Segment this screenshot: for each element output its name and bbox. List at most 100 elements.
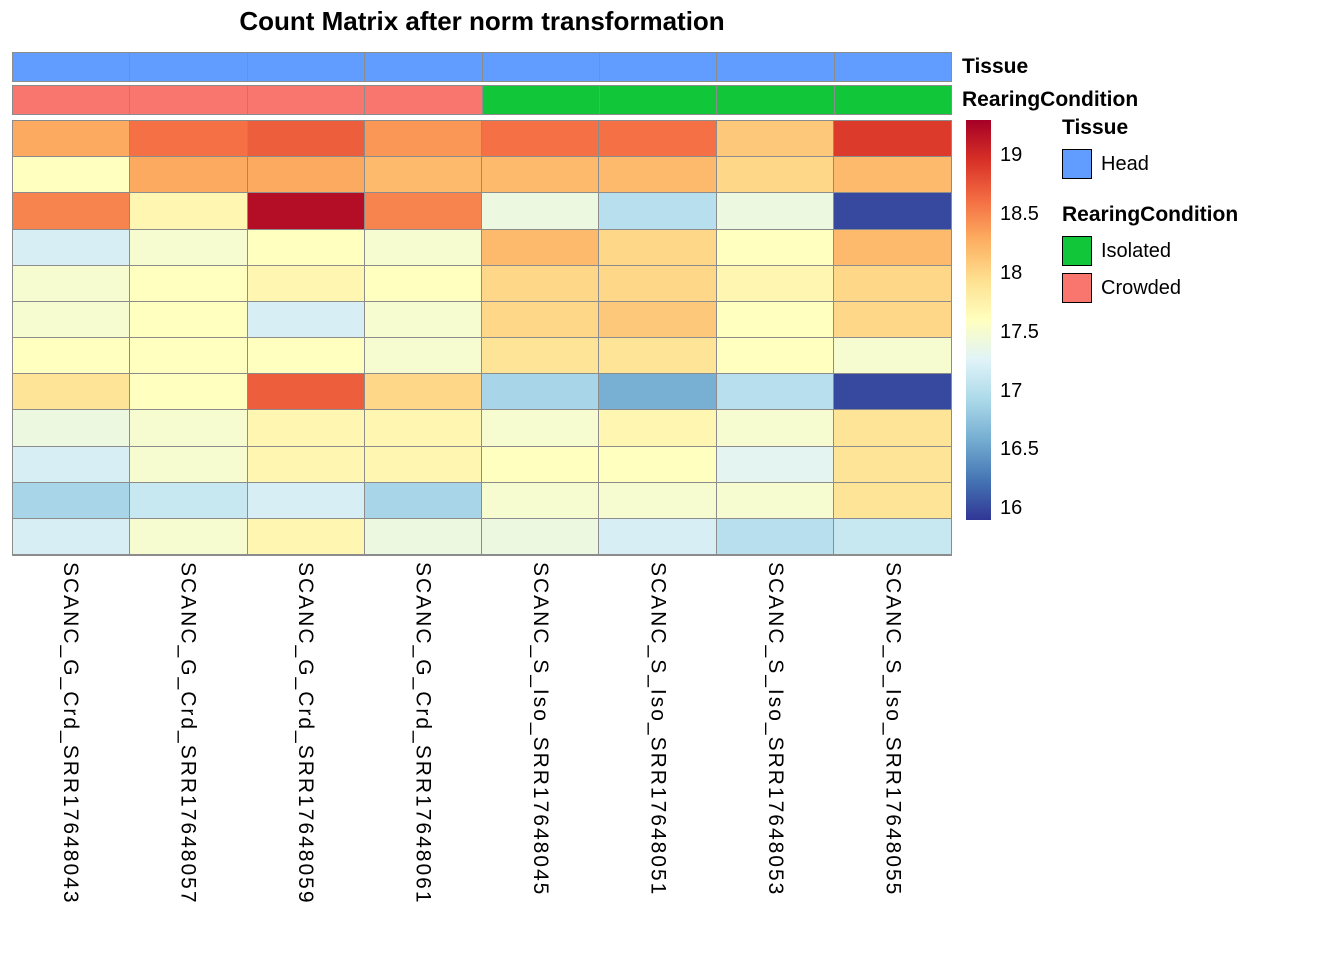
heatmap-cell — [599, 265, 717, 302]
colorbar-tick-label: 17.5 — [1000, 320, 1039, 343]
heatmap-cell — [13, 193, 131, 230]
column-label: SCANC_G_Crd_SRR17648043 — [58, 562, 82, 905]
heatmap-cell — [833, 265, 951, 302]
heatmap-cell — [13, 374, 131, 411]
heatmap-cell — [833, 410, 951, 447]
heatmap-cell — [599, 193, 717, 230]
heatmap-cell — [247, 121, 365, 158]
heatmap-cell — [482, 193, 600, 230]
heatmap-cell — [599, 374, 717, 411]
heatmap-cell — [13, 446, 131, 483]
heatmap-cell — [130, 265, 248, 302]
heatmap-cell — [716, 157, 834, 194]
annotation-cell-head — [717, 53, 835, 81]
heatmap-cell — [482, 410, 600, 447]
annotation-cell-isolated — [717, 86, 835, 114]
heatmap-cell — [130, 374, 248, 411]
heatmap-cell — [716, 482, 834, 519]
annotation-cell-isolated — [482, 86, 600, 114]
heatmap-cell — [364, 193, 482, 230]
heatmap-cell — [482, 518, 600, 555]
heatmap-cell — [482, 374, 600, 411]
heatmap-cell — [130, 482, 248, 519]
heatmap-cell — [833, 121, 951, 158]
rearing-legend-title: RearingCondition — [1062, 203, 1239, 226]
heatmap-cell — [716, 229, 834, 266]
column-label: SCANC_G_Crd_SRR17648061 — [411, 562, 435, 905]
legend-panel: Tissue Head RearingCondition Isolated Cr… — [1062, 116, 1337, 310]
heatmap-cell — [833, 193, 951, 230]
heatmap-cell — [364, 518, 482, 555]
legend-item-crowded: Crowded — [1062, 273, 1337, 303]
heatmap-cell — [13, 338, 131, 375]
heatmap-cell — [833, 518, 951, 555]
annotation-cell-crowded — [365, 86, 483, 114]
heatmap-cell — [247, 410, 365, 447]
colorbar-tick-label: 19 — [1000, 144, 1023, 167]
heatmap-cell — [130, 518, 248, 555]
heatmap-cell — [482, 338, 600, 375]
heatmap-cell — [716, 338, 834, 375]
legend-item-isolated: Isolated — [1062, 236, 1337, 266]
legend-item-label: Isolated — [1101, 239, 1172, 262]
heatmap-cell — [247, 301, 365, 338]
legend-item-label: Crowded — [1101, 276, 1182, 299]
isolated-color-swatch — [1062, 236, 1092, 266]
column-label: SCANC_S_Iso_SRR17648051 — [646, 562, 670, 897]
heatmap-cell — [130, 157, 248, 194]
column-label: SCANC_S_Iso_SRR17648045 — [528, 562, 552, 897]
legend-item-head: Head — [1062, 149, 1337, 179]
heatmap-cell — [364, 482, 482, 519]
heatmap-cell — [833, 229, 951, 266]
heatmap-cell — [482, 482, 600, 519]
heatmap-cell — [13, 121, 131, 158]
heatmap-cell — [599, 410, 717, 447]
heatmap-cell — [833, 157, 951, 194]
heatmap-cell — [247, 482, 365, 519]
heatmap-cell — [364, 410, 482, 447]
heatmap-cell — [599, 338, 717, 375]
column-labels: SCANC_G_Crd_SRR17648043 SCANC_G_Crd_SRR17… — [12, 562, 952, 958]
heatmap-cell — [364, 374, 482, 411]
rearing-annotation-bar — [12, 85, 952, 115]
heatmap-cell — [833, 374, 951, 411]
column-label: SCANC_S_Iso_SRR17648053 — [763, 562, 787, 897]
heatmap-cell — [130, 410, 248, 447]
head-color-swatch — [1062, 149, 1092, 179]
heatmap-cell — [364, 265, 482, 302]
heatmap-cell — [482, 265, 600, 302]
tissue-annotation-label: Tissue — [962, 55, 1029, 78]
heatmap-cell — [247, 265, 365, 302]
column-label: SCANC_S_Iso_SRR17648055 — [881, 562, 905, 897]
heatmap-cell — [482, 157, 600, 194]
column-label: SCANC_G_Crd_SRR17648059 — [293, 562, 317, 905]
heatmap-cell — [364, 229, 482, 266]
annotation-cell-head — [13, 53, 131, 81]
heatmap-cell — [13, 518, 131, 555]
heatmap-cell — [482, 301, 600, 338]
annotation-cell-head — [247, 53, 366, 81]
annotation-cell-crowded — [130, 86, 248, 114]
heatmap-cell — [716, 301, 834, 338]
annotation-cell-isolated — [599, 86, 718, 114]
heatmap-cell — [247, 157, 365, 194]
heatmap-cell — [482, 446, 600, 483]
heatmap-cell — [13, 157, 131, 194]
rearing-annotation-label: RearingCondition — [962, 88, 1139, 111]
colorbar-tick-label: 18 — [1000, 261, 1023, 284]
heatmap-cell — [13, 410, 131, 447]
heatmap-cell — [599, 229, 717, 266]
heatmap-cell — [599, 446, 717, 483]
annotation-cell-head — [482, 53, 600, 81]
heatmap-cell — [247, 193, 365, 230]
heatmap-cell — [130, 193, 248, 230]
heatmap-cell — [130, 338, 248, 375]
heatmap-cell — [247, 229, 365, 266]
heatmap-cell — [716, 518, 834, 555]
heatmap-cell — [130, 121, 248, 158]
annotation-cell-head — [130, 53, 248, 81]
tissue-annotation-bar — [12, 52, 952, 82]
heatmap-grid — [12, 120, 952, 556]
colorbar-tick-label: 16 — [1000, 497, 1023, 520]
